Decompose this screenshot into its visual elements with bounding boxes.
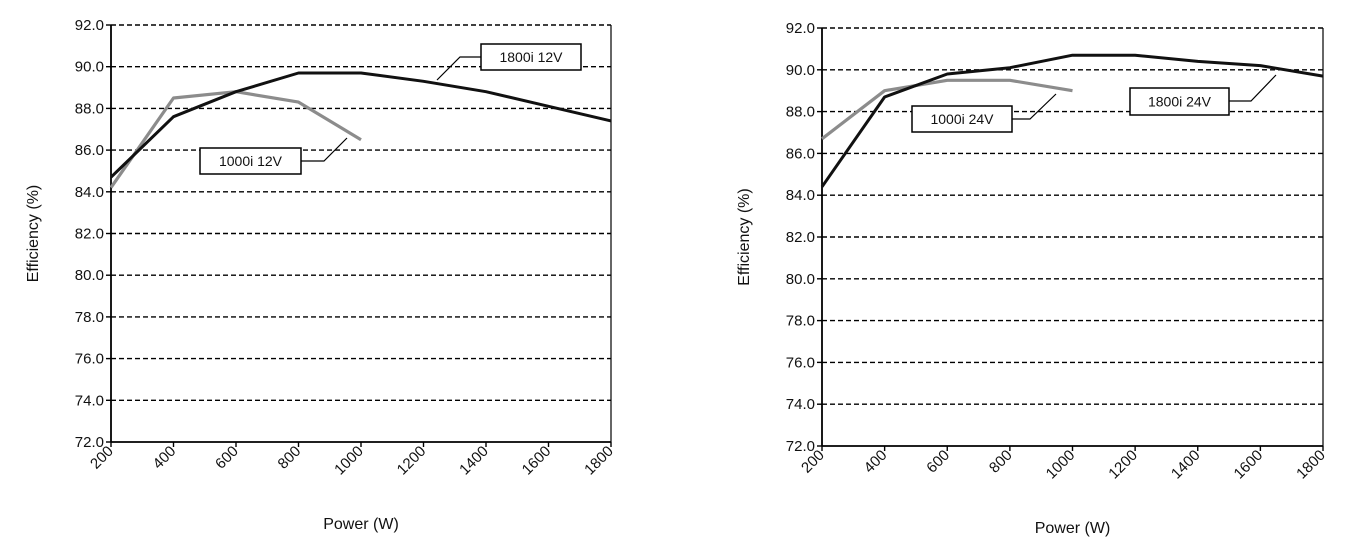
chart-right: 72.0 74.0 76.0 78.0 80.0 82.0 84.0 86.0 88.0 90.0… <box>736 20 1329 537</box>
x-tick-label: 800 <box>275 443 305 473</box>
callout-box <box>480 43 582 71</box>
y-tick-label: 92.0 <box>75 17 104 34</box>
y-axis-title: Efficiency (%) <box>736 188 753 286</box>
x-tick-label: 800 <box>986 447 1016 477</box>
x-tick-label: 1600 <box>519 443 555 479</box>
legend-label: 1800i 24V <box>1148 94 1212 110</box>
y-tick-label: 72.0 <box>75 434 104 451</box>
x-axis-title: Power (W) <box>1035 520 1111 537</box>
x-tick-label: 1000 <box>1043 447 1079 483</box>
x-tick-label: 1200 <box>394 443 430 479</box>
x-tick-label: 1200 <box>1105 447 1141 483</box>
y-tick-label: 80.0 <box>786 271 815 288</box>
callout-box <box>911 105 1013 133</box>
y-tick-label: 84.0 <box>786 187 815 204</box>
x-tick-label: 1800 <box>581 443 617 479</box>
x-tick-label: 400 <box>150 443 180 473</box>
y-tick-label: 72.0 <box>786 438 815 455</box>
legend-label: 1800i 12V <box>499 49 563 65</box>
x-tick-label: 1600 <box>1231 447 1267 483</box>
y-tick-label: 90.0 <box>786 62 815 79</box>
y-tick-label: 88.0 <box>75 100 104 117</box>
y-tick-label: 90.0 <box>75 59 104 76</box>
legend-label: 1000i 12V <box>219 153 283 169</box>
y-tick-label: 80.0 <box>75 267 104 284</box>
x-axis-title: Power (W) <box>323 516 399 533</box>
y-tick-label: 84.0 <box>75 184 104 201</box>
chart-left: 72.0 74.0 76.0 78.0 80.0 82.0 84.0 86.0 88.0 90.0… <box>25 17 617 533</box>
callout-leader <box>1229 74 1277 102</box>
callout-box <box>199 147 302 175</box>
callout-leader <box>436 56 481 81</box>
y-tick-label: 86.0 <box>786 145 815 162</box>
y-tick-label: 78.0 <box>786 313 815 330</box>
x-tick-label: 600 <box>923 447 953 477</box>
y-tick-label: 76.0 <box>75 351 104 368</box>
x-tick-label: 1000 <box>331 443 367 479</box>
y-tick-label: 92.0 <box>786 20 815 37</box>
x-tick-label: 400 <box>861 447 891 477</box>
series-line-1800i-12v <box>109 71 612 179</box>
y-tick-label: 82.0 <box>786 229 815 246</box>
series-line-1800i-24v <box>820 53 1324 188</box>
series-line-1000i-24v <box>821 78 1073 141</box>
callout-leader <box>1012 93 1057 120</box>
legend-label: 1000i 24V <box>930 111 994 127</box>
callout-leader <box>301 137 348 162</box>
x-tick-label: 1800 <box>1293 447 1329 483</box>
y-tick-label: 74.0 <box>75 392 104 409</box>
y-tick-label: 76.0 <box>786 354 815 371</box>
y-tick-label: 74.0 <box>786 396 815 413</box>
x-tick-label: 1400 <box>456 443 492 479</box>
callout-box <box>1129 87 1230 116</box>
y-tick-label: 88.0 <box>786 104 815 121</box>
x-tick-label: 1400 <box>1168 447 1204 483</box>
y-tick-label: 82.0 <box>75 226 104 243</box>
y-tick-label: 78.0 <box>75 309 104 326</box>
x-tick-label: 600 <box>212 443 242 473</box>
y-tick-label: 86.0 <box>75 142 104 159</box>
y-axis-title: Efficiency (%) <box>25 185 42 283</box>
